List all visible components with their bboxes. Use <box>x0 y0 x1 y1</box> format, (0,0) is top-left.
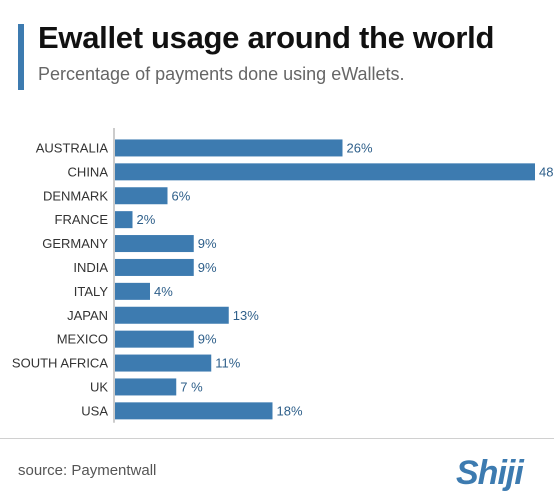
data-label: 7 % <box>180 379 203 394</box>
category-label: SOUTH AFRICA <box>12 356 108 371</box>
bar <box>115 187 168 205</box>
data-label: 6% <box>172 188 191 203</box>
category-label: UK <box>90 379 108 394</box>
category-label: MEXICO <box>57 332 108 347</box>
data-label: 13% <box>233 308 259 323</box>
bar <box>115 378 177 396</box>
category-label: AUSTRALIA <box>36 140 109 155</box>
data-label: 48% <box>539 164 554 179</box>
data-label: 11% <box>215 356 240 371</box>
category-label: CHINA <box>68 164 109 179</box>
data-label: 26% <box>347 140 373 155</box>
category-label: USA <box>81 403 108 418</box>
data-label: 9% <box>198 236 217 251</box>
shiji-logo: Shiji <box>456 454 526 492</box>
bar <box>115 306 229 324</box>
data-label: 9% <box>198 260 217 275</box>
bar <box>115 139 343 157</box>
bar-chart: AUSTRALIA 26% CHINA 48% DENMARK 6% FRANCE 2% GER… <box>12 128 554 423</box>
bar <box>115 258 194 276</box>
data-label: 9% <box>198 332 217 347</box>
data-label: 4% <box>154 284 173 299</box>
bar <box>115 354 212 372</box>
category-label: DENMARK <box>43 188 108 203</box>
svg-text:Shiji: Shiji <box>456 454 525 492</box>
data-label: 2% <box>137 212 156 227</box>
category-label: GERMANY <box>42 236 108 251</box>
chart-title: Ewallet usage around the world <box>38 20 495 55</box>
bar <box>115 330 194 348</box>
footer-divider <box>0 438 554 439</box>
category-label: JAPAN <box>67 308 108 323</box>
bar <box>115 235 194 253</box>
category-label: INDIA <box>73 260 108 275</box>
bar <box>115 211 133 229</box>
category-label: FRANCE <box>55 212 109 227</box>
chart-subtitle: Percentage of payments done using eWalle… <box>38 64 405 84</box>
data-label: 18% <box>277 403 303 418</box>
source-note: source: Paymentwall <box>18 462 157 479</box>
category-label: ITALY <box>74 284 109 299</box>
bar <box>115 402 273 420</box>
bar <box>115 163 535 181</box>
title-accent-bar <box>18 24 24 90</box>
bar <box>115 282 150 300</box>
